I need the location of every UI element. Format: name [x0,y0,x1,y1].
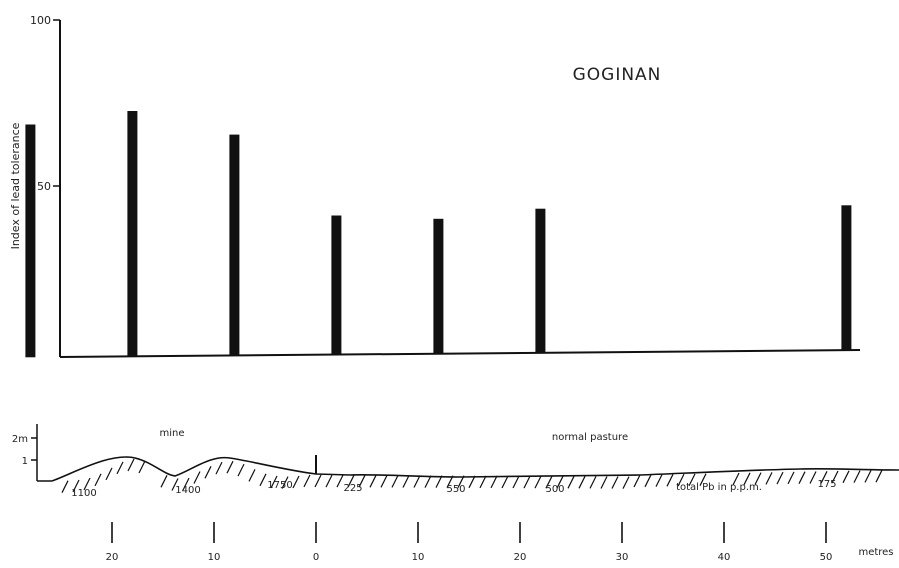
ground-profile-line [51,456,899,482]
distance-tick-label-3: 10 [412,552,425,563]
distance-unit-label: metres [858,547,893,558]
pb-value-500: 500 [545,484,564,495]
bar-0 [25,124,36,358]
profile-height-label-2m: 2m [12,434,28,445]
bars-group [25,111,852,358]
pb-value-1400: 1400 [175,485,200,496]
y-tick-label-100: 100 [30,14,51,27]
y-axis-label: Index of lead tolerance [9,122,22,249]
distance-tick-label-0: 20 [106,552,119,563]
bar-1 [127,111,138,357]
y-tick-label-50: 50 [37,180,51,193]
distance-tick-label-4: 20 [514,552,527,563]
pb-value-175: 175 [817,479,836,490]
pb-value-225: 225 [343,483,362,494]
x-baseline [59,349,861,358]
distance-tick-label-7: 50 [820,552,833,563]
bar-5 [535,208,546,353]
pb-value-1750: 1750 [267,480,292,491]
bar-4 [433,218,444,354]
distance-tick-label-1: 10 [208,552,221,563]
chart-title: GOGINAN [573,65,662,85]
distance-tick-label-5: 30 [616,552,629,563]
pb-unit-label: total Pb in p.p.m. [676,482,762,493]
pb-value-1100: 1100 [71,488,96,499]
distance-tick-label-6: 40 [718,552,731,563]
zone-label-normal-pasture: normal pasture [552,432,628,443]
bar-3 [331,215,342,355]
ground-hatching [61,458,883,493]
pb-value-550: 550 [446,484,465,495]
profile-height-label-1m: 1 [22,456,28,467]
bar-6 [841,205,852,351]
distance-tick-label-2: 0 [313,552,319,563]
distance-axis-group: 20 10 0 10 20 30 40 50 [106,522,833,563]
zone-label-mine: mine [159,428,184,439]
bar-2 [229,134,240,356]
